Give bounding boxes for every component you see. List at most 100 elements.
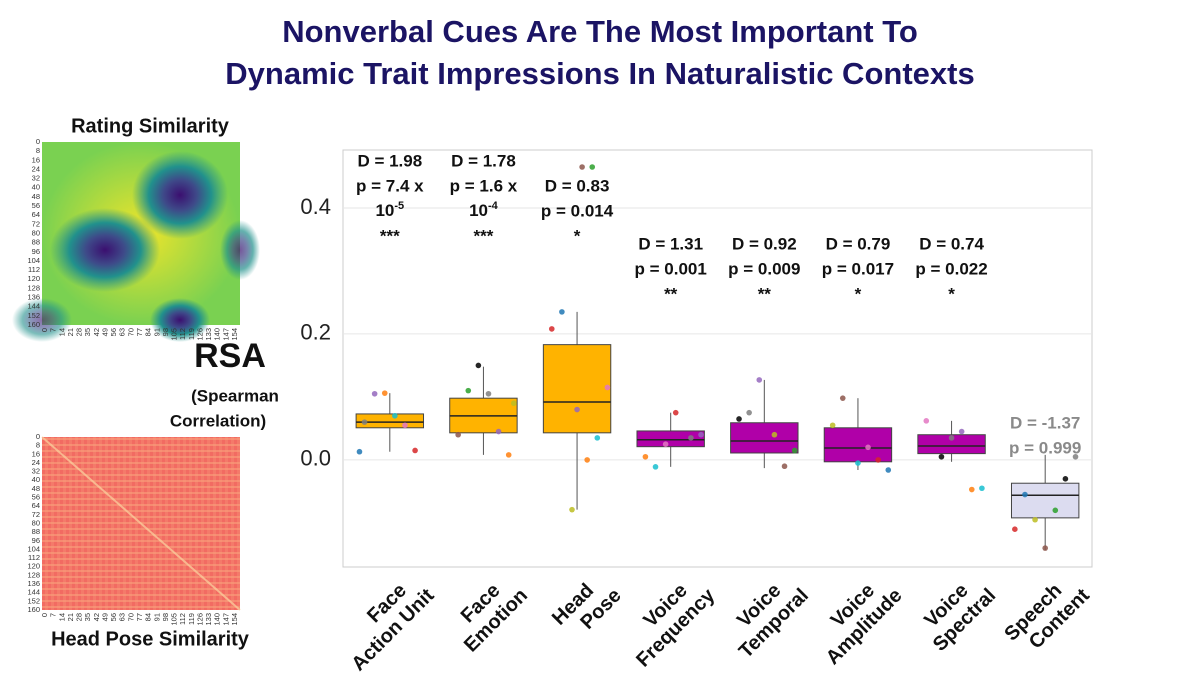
- heatmap-y-tick: 128: [27, 283, 40, 292]
- heatmap-x-tick: 63: [118, 613, 127, 621]
- heatmap: [12, 142, 260, 342]
- heatmap-y-tick: 56: [32, 493, 40, 502]
- heatmap-x-tick: 105: [170, 613, 179, 626]
- heatmap-x-tick: 133: [204, 613, 213, 626]
- heatmap-x-tick: 119: [187, 613, 196, 625]
- y-tick-label: 0.4: [300, 194, 331, 219]
- x-tick-label: VoiceTemporal: [719, 568, 813, 662]
- data-point: [361, 419, 368, 425]
- data-point: [1052, 507, 1059, 514]
- x-tick-label: VoiceFrequency: [616, 568, 720, 672]
- heatmap-title: Rating Similarity: [71, 115, 230, 137]
- data-point: [559, 309, 565, 315]
- data-point: [356, 448, 363, 455]
- heatmap-y-tick: 96: [32, 247, 40, 256]
- heatmap-x-tick: 70: [126, 328, 135, 336]
- heatmap-x-tick: 105: [170, 328, 179, 341]
- data-point: [652, 464, 659, 470]
- data-point: [979, 485, 985, 492]
- heatmap-x-tick: 70: [126, 613, 135, 621]
- heatmap-x-tick: 28: [75, 328, 84, 336]
- heatmap-x-tick: 119: [187, 328, 196, 340]
- heatmap-y-tick: 0: [36, 137, 40, 146]
- data-point: [475, 362, 482, 369]
- rsa-label: RSA: [194, 337, 266, 375]
- heatmap-x-tick: 154: [230, 613, 239, 626]
- annotation: 10-4: [469, 200, 499, 221]
- heatmap-y-tick: 48: [32, 192, 40, 201]
- data-point: [1042, 545, 1048, 551]
- heatmap-y-tick: 88: [32, 527, 40, 536]
- heatmap-x-tick: 91: [152, 613, 161, 621]
- data-point: [594, 435, 601, 441]
- heatmap-x-tick: 98: [161, 613, 170, 621]
- heatmap-x-tick: 42: [92, 328, 101, 336]
- data-point: [829, 422, 836, 429]
- data-point: [771, 431, 778, 438]
- heatmap-y-tick: 96: [32, 536, 40, 545]
- heatmap-x-tick: 63: [118, 328, 127, 336]
- annotation: p = 0.014: [541, 201, 614, 220]
- heatmap-y-tick: 16: [32, 155, 40, 164]
- heatmap-x-tick: 147: [221, 613, 230, 626]
- data-point: [642, 453, 649, 460]
- data-point: [855, 460, 861, 466]
- annotation: D = 1.78: [451, 151, 516, 170]
- annotation: p = 7.4 x: [356, 176, 424, 195]
- annotation: ***: [474, 226, 494, 245]
- data-point: [510, 400, 517, 407]
- heatmap-x-tick: 0: [40, 613, 49, 617]
- heatmap-y-tick: 32: [32, 467, 40, 476]
- data-point: [865, 444, 871, 451]
- heatmap-x-tick: 14: [57, 328, 66, 336]
- heatmap-y-tick: 120: [27, 562, 40, 571]
- heatmap-y-tick: 0: [36, 432, 40, 441]
- data-point: [548, 326, 555, 332]
- box: [542, 344, 612, 434]
- box: [636, 430, 705, 448]
- plot-frame: [342, 149, 1093, 568]
- data-point: [392, 413, 398, 419]
- heatmap-y-tick: 56: [32, 201, 40, 210]
- data-point: [412, 447, 418, 454]
- data-point: [885, 467, 892, 473]
- data-point: [1012, 526, 1018, 533]
- y-tick-label: 0.2: [300, 320, 331, 345]
- box: [730, 422, 799, 454]
- annotation: p = 0.999: [1009, 438, 1081, 457]
- title-line: Dynamic Trait Impressions In Naturalisti…: [225, 56, 974, 91]
- heatmap-y-tick: 24: [32, 458, 40, 467]
- annotation: **: [664, 284, 678, 303]
- data-point: [1072, 453, 1079, 460]
- annotation: **: [758, 284, 772, 303]
- heatmap-x-tick: 21: [66, 328, 75, 336]
- heatmap-y-tick: 128: [27, 570, 40, 579]
- heatmap-y-tick: 40: [32, 475, 40, 484]
- data-point: [958, 428, 965, 435]
- heatmap-x-tick: 77: [135, 328, 144, 336]
- heatmap-x-tick: 140: [213, 328, 222, 341]
- heatmap-x-tick: 147: [221, 328, 230, 341]
- heatmap-x-tick: 84: [144, 613, 153, 621]
- title-line: Nonverbal Cues Are The Most Important To: [282, 14, 918, 49]
- box: [917, 434, 986, 455]
- rsa-sub: Correlation): [170, 411, 266, 430]
- data-point: [672, 409, 679, 416]
- heatmap-x-tick: 14: [57, 613, 66, 621]
- annotation: D = 0.83: [545, 176, 610, 195]
- box: [1010, 482, 1080, 519]
- annotation: D = 0.74: [919, 234, 984, 253]
- heatmap-x-tick: 154: [230, 328, 239, 341]
- data-point: [381, 390, 388, 396]
- heatmap-x-tick: 77: [135, 613, 144, 621]
- annotation: ***: [380, 226, 400, 245]
- data-point: [579, 164, 585, 170]
- heatmap-x-tick: 42: [92, 613, 101, 621]
- rsa-sub: (Spearman: [191, 386, 279, 405]
- heatmap-y-tick: 88: [32, 238, 40, 247]
- heatmap-y-tick: 80: [32, 518, 40, 527]
- annotation: *: [948, 284, 955, 303]
- annotation: p = 0.009: [728, 259, 800, 278]
